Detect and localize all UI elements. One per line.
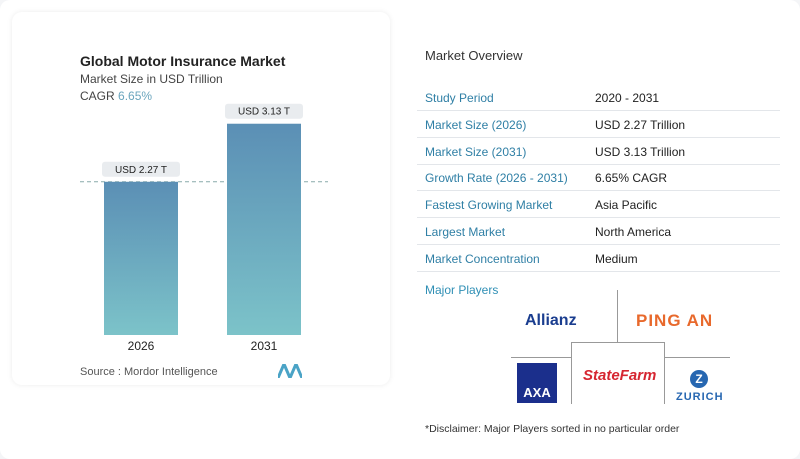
data-label-bg [225,103,303,119]
bar-2031 [227,123,301,335]
mordor-logo-icon [278,364,302,378]
row-label: Market Concentration [425,251,540,266]
statefarm-logo: StateFarm [583,367,657,384]
overview-row: Growth Rate (2026 - 2031) 6.65% CAGR [417,164,780,192]
overview-row: Market Size (2026) USD 2.27 Trillion [417,111,780,138]
row-label: Study Period [425,91,494,105]
zurich-logo: ZURICH [676,391,724,403]
overview-row: Largest Market North America [417,218,780,245]
source: Source : Mordor Intelligence [80,366,218,378]
zurich-z-icon: Z [690,370,708,388]
row-label: Market Size (2026) [425,117,527,132]
row-label: Market Size (2031) [425,144,527,159]
row-value: USD 2.27 Trillion [595,117,686,132]
cagr: CAGR 6.65% [80,89,152,103]
chart-subtitle: Market Size in USD Trillion [80,72,223,86]
category-label: 2026 [128,339,155,353]
overview-row: Market Concentration Medium [417,245,780,272]
overview-row: Market Size (2031) USD 3.13 Trillion [417,138,780,165]
axa-logo: AXA [517,363,557,403]
row-value: USD 3.13 Trillion [595,144,686,159]
chart-title: Global Motor Insurance Market [80,53,286,69]
row-label: Largest Market [425,225,506,239]
chart-card [12,12,390,385]
data-label-bg [102,161,180,177]
data-label: USD 3.13 T [238,107,290,118]
bar-2026 [104,181,178,335]
row-label: Growth Rate (2026 - 2031) [425,171,568,186]
bar-chart: USD 2.27 T 2026 USD 3.13 T 2031 [80,103,328,353]
category-label: 2031 [251,339,278,353]
allianz-logo: Allianz [525,312,577,329]
pingan-logo: PING AN [636,311,714,330]
row-label: Fastest Growing Market [425,198,553,213]
cagr-label: CAGR [80,89,115,103]
row-value: North America [595,225,672,239]
overview-row: Fastest Growing Market Asia Pacific [417,191,780,219]
overview-title: Market Overview [425,48,523,63]
row-value: 2020 - 2031 [595,91,660,105]
disclaimer: *Disclaimer: Major Players sorted in no … [425,423,680,435]
major-players-title: Major Players [425,283,499,297]
data-label: USD 2.27 T [115,165,167,176]
cagr-value: 6.65% [118,89,153,103]
row-value: 6.65% CAGR [595,171,668,186]
row-value: Medium [595,251,638,266]
row-value: Asia Pacific [595,198,658,213]
overview-row: Study Period 2020 - 2031 [417,84,780,111]
